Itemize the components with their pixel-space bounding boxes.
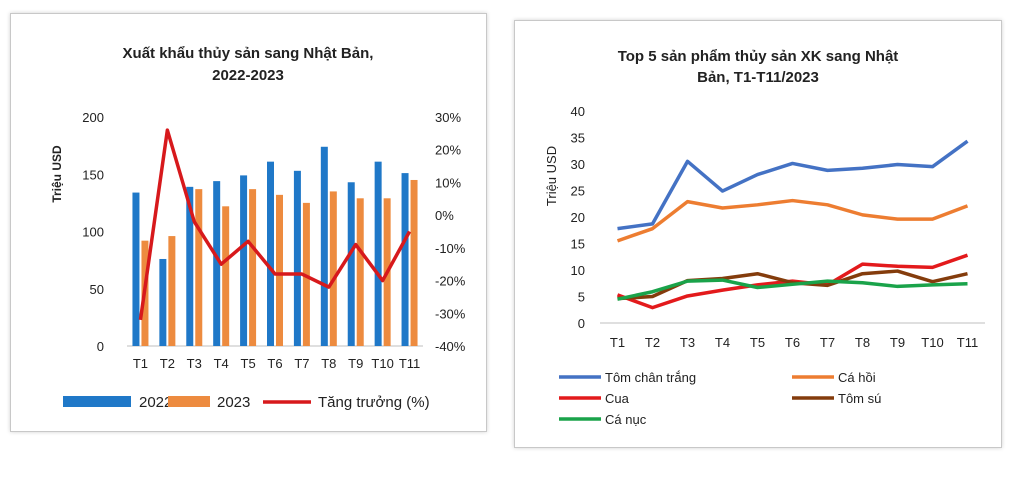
x-tick-label: T8 [321, 356, 336, 371]
y-axis-title: Triệu USD [50, 145, 64, 203]
bar-2023-t2 [168, 236, 176, 346]
chart-panel-top5-products: Top 5 sản phẩm thủy sản XK sang Nhật Bản… [514, 20, 1002, 448]
bar-2022-t8 [320, 146, 328, 346]
series-line-ca-hoi [616, 198, 969, 243]
chart-title-line-1: Xuất khẩu thủy sản sang Nhật Bản, [123, 45, 374, 62]
y-tick-label: 50 [90, 282, 104, 297]
bar-2023-t5 [249, 189, 257, 346]
chart-title-line-2: 2022-2023 [212, 67, 284, 84]
x-tick-label: T6 [785, 335, 800, 350]
chart-export-japan: Xuất khẩu thủy sản sang Nhật Bản, 2022-2… [50, 45, 466, 411]
x-tick-label: T5 [241, 356, 256, 371]
bar-2022-t6 [267, 161, 274, 346]
series-line-ca-nuc [617, 278, 968, 301]
y-tick-label: 0 [578, 316, 585, 331]
x-tick-label: T5 [750, 335, 765, 350]
y-tick-label: 200 [82, 110, 104, 125]
x-tick-label: T9 [890, 335, 905, 350]
bar-2022-t10 [374, 161, 382, 346]
y-tick-label: 100 [82, 225, 104, 240]
x-tick-label: T7 [294, 356, 309, 371]
x-tick-label: T11 [399, 356, 420, 371]
chart-title-line-2: Bản, T1-T11/2023 [697, 69, 819, 86]
y2-tick-label: -40% [435, 339, 466, 354]
y-tick-label: 35 [571, 131, 585, 146]
legend-label-tom-su: Tôm sú [838, 391, 881, 406]
x-tick-label: T1 [133, 356, 148, 371]
bar-2022-t3 [186, 186, 194, 346]
legend-label-cua: Cua [605, 391, 630, 406]
legend-label-tom-chan-trang: Tôm chân trắng [605, 370, 696, 385]
x-tick-label: T4 [715, 335, 730, 350]
y-tick-label: 25 [571, 184, 585, 199]
y-tick-label: 150 [82, 167, 104, 182]
y-tick-label: 40 [571, 104, 585, 119]
bar-2022-t5 [240, 175, 248, 346]
x-tick-label: T3 [187, 356, 202, 371]
x-tick-label: T10 [921, 335, 943, 350]
bar-2022-t11 [401, 173, 409, 346]
y2-tick-label: -20% [435, 274, 466, 289]
series-line-tom-chan-trang [617, 139, 969, 231]
chart-panel-export-japan: Xuất khẩu thủy sản sang Nhật Bản, 2022-2… [10, 13, 487, 432]
bar-2022-t7 [293, 170, 301, 346]
x-tick-label: T3 [680, 335, 695, 350]
legend-label-growth: Tăng trưởng (%) [318, 394, 430, 411]
x-tick-label: T1 [610, 335, 625, 350]
y-tick-label: 30 [571, 157, 585, 172]
bar-2023-t4 [222, 206, 230, 346]
x-tick-label: T2 [160, 356, 175, 371]
y-tick-label: 10 [571, 263, 585, 278]
chart-title-line-1: Top 5 sản phẩm thủy sản XK sang Nhật [618, 48, 899, 65]
legend-label-2023: 2023 [217, 394, 250, 411]
y2-tick-label: 10% [435, 175, 461, 190]
legend-swatch-2022 [63, 396, 131, 407]
x-tick-label: T9 [348, 356, 363, 371]
y-tick-label: 15 [571, 237, 585, 252]
y2-tick-label: -10% [435, 241, 466, 256]
bar-2023-t8 [329, 191, 337, 346]
legend-label-2022: 2022 [139, 394, 172, 411]
y-axis-title: Triệu USD [544, 146, 559, 206]
y2-tick-label: -30% [435, 306, 466, 321]
x-tick-label: T2 [645, 335, 660, 350]
x-tick-label: T11 [957, 335, 978, 350]
x-tick-label: T4 [214, 356, 229, 371]
y2-tick-label: 30% [435, 110, 461, 125]
bar-2023-t3 [195, 189, 203, 346]
legend-label-ca-nuc: Cá nục [605, 412, 647, 427]
bar-2023-t11 [410, 179, 418, 346]
x-tick-label: T6 [267, 356, 282, 371]
y2-tick-label: 20% [435, 143, 461, 158]
bar-2023-t6 [276, 194, 283, 346]
y2-tick-label: 0% [435, 208, 454, 223]
y-tick-label: 20 [571, 210, 585, 225]
series-line-growth [138, 128, 412, 321]
bar-2023-t9 [356, 198, 364, 346]
x-tick-label: T8 [855, 335, 870, 350]
bar-2022-t9 [347, 182, 355, 346]
legend-swatch-2023 [168, 396, 210, 407]
bar-2022-t1 [132, 192, 140, 346]
x-tick-label: T7 [820, 335, 835, 350]
y-tick-label: 5 [578, 290, 585, 305]
y-tick-label: 0 [97, 339, 104, 354]
bar-2022-t4 [213, 181, 221, 346]
x-tick-label: T10 [371, 356, 393, 371]
bar-2022-t2 [159, 258, 167, 346]
legend-label-ca-hoi: Cá hồi [838, 370, 876, 385]
chart-top5-products: Top 5 sản phẩm thủy sản XK sang Nhật Bản… [544, 48, 985, 427]
